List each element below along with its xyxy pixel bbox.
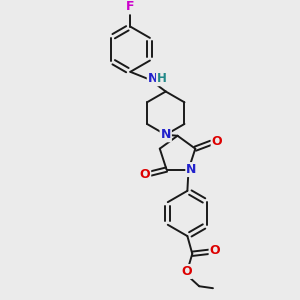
Text: O: O: [140, 168, 150, 181]
Text: H: H: [157, 72, 167, 85]
Text: O: O: [212, 135, 222, 148]
Text: O: O: [210, 244, 220, 257]
Text: O: O: [181, 265, 192, 278]
Text: N: N: [186, 163, 197, 176]
Text: F: F: [126, 0, 135, 14]
Text: N: N: [160, 128, 171, 141]
Text: N: N: [148, 72, 158, 85]
